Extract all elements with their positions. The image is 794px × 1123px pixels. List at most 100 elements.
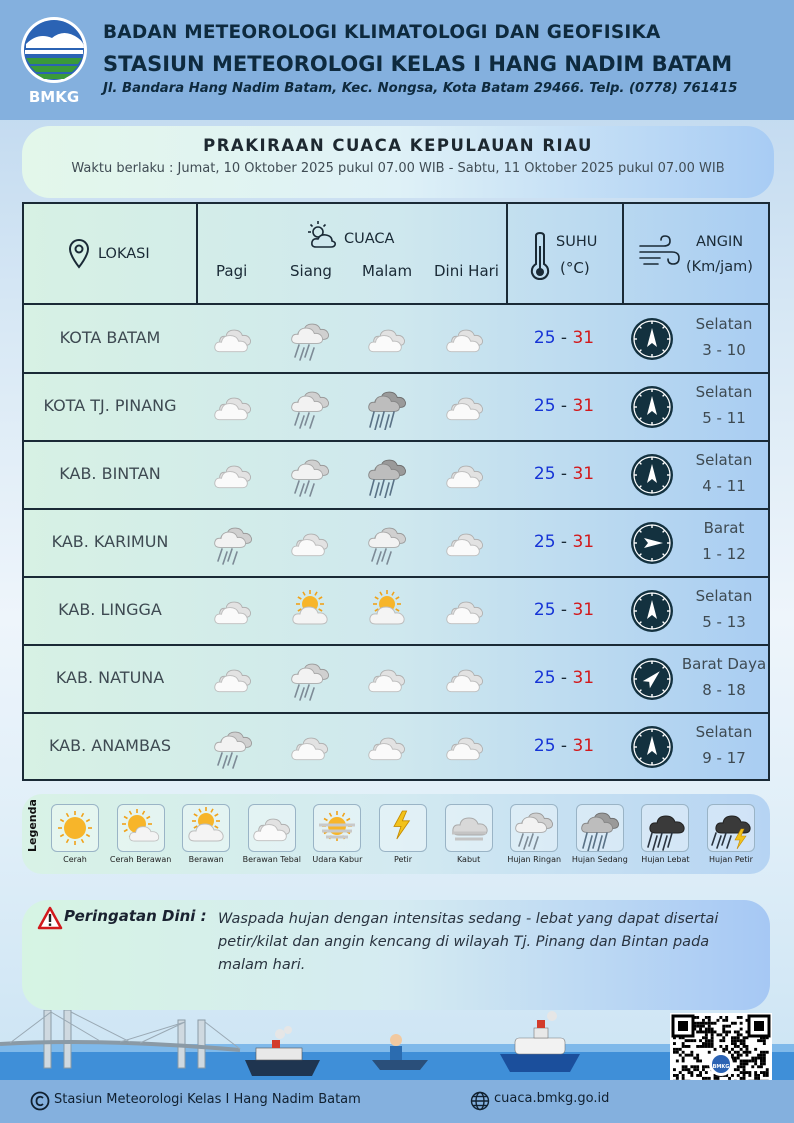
berawan-tebal-icon xyxy=(446,397,483,421)
temp-min: 25 xyxy=(533,464,556,484)
cerah-berawan-legend-icon xyxy=(116,804,165,852)
legend-label: Petir xyxy=(393,855,413,864)
angin-header: ANGIN xyxy=(696,234,744,250)
legend-label: Hujan Lebat xyxy=(641,855,690,864)
cerah-legend-icon xyxy=(51,804,99,852)
berawan-tebal-icon xyxy=(368,329,405,353)
legend-label: Cerah Berawan xyxy=(109,855,172,864)
legend-item: Petir xyxy=(370,804,436,864)
hujan-sedang-icon xyxy=(368,391,406,430)
legend-label: Hujan Ringan xyxy=(507,855,562,864)
hujan-ringan-icon xyxy=(291,459,329,497)
row-divider xyxy=(24,576,768,578)
temp-min: 25 xyxy=(533,736,556,756)
warning-label: Peringatan Dini : xyxy=(64,907,207,925)
hujan-ringan-icon xyxy=(291,391,329,429)
location-name: KOTA BATAM xyxy=(59,328,161,347)
suhu-unit: (°C) xyxy=(560,259,590,277)
globe-icon xyxy=(470,1091,490,1111)
berawan-tebal-icon xyxy=(446,601,483,625)
petir-legend-icon xyxy=(379,804,427,852)
weather-sun-cloud-icon xyxy=(308,221,336,248)
temperature-range: 25 - 31 xyxy=(533,328,595,348)
berawan-tebal-icon xyxy=(291,737,328,761)
temperature-range: 25 - 31 xyxy=(533,396,595,416)
hujan-sedang-legend-icon xyxy=(575,804,624,852)
early-warning-panel: Peringatan Dini : Waspada hujan dengan i… xyxy=(22,900,770,1010)
hujan-ringan-icon xyxy=(291,663,329,701)
agency-name: BADAN METEOROLOGI KLIMATOLOGI DAN GEOFIS… xyxy=(103,22,661,43)
harbor-scene-illustration xyxy=(0,1010,794,1080)
legend-item: Hujan Sedang xyxy=(567,804,633,864)
wind-direction: Selatan xyxy=(695,383,753,401)
forecast-table: LOKASI CUACA Pagi Siang Malam Dini Hari … xyxy=(22,202,770,781)
validity-period: Waktu berlaku : Jumat, 10 Oktober 2025 p… xyxy=(71,161,725,176)
hujan-sedang-icon xyxy=(368,459,406,498)
hujan-ringan-icon xyxy=(214,527,252,565)
row-divider xyxy=(24,508,768,510)
title-box: PRAKIRAAN CUACA KEPULAUAN RIAU Waktu ber… xyxy=(22,126,774,198)
hujan-lebat-legend-icon xyxy=(641,804,690,852)
hujan-ringan-icon xyxy=(214,731,252,769)
divider xyxy=(196,204,198,304)
temp-min: 25 xyxy=(533,328,556,348)
temp-max: 31 xyxy=(572,668,595,688)
legend-label: Hujan Sedang xyxy=(571,855,628,864)
temp-min: 25 xyxy=(533,396,556,416)
wind-speed: 5 - 11 xyxy=(702,409,746,427)
temperature-range: 25 - 31 xyxy=(533,532,595,552)
legend-item: Hujan Petir xyxy=(698,804,764,864)
legend-item: Hujan Ringan xyxy=(501,804,567,864)
berawan-tebal-icon xyxy=(446,533,483,557)
location-name: KAB. BINTAN xyxy=(59,464,161,483)
row-divider xyxy=(24,712,768,714)
wind-direction-compass-icon xyxy=(631,590,673,632)
row-divider xyxy=(24,372,768,374)
legend-item: Cerah xyxy=(42,804,108,864)
berawan-tebal-icon xyxy=(446,465,483,489)
hujan-ringan-legend-icon xyxy=(510,804,559,852)
temp-max: 31 xyxy=(572,328,595,348)
berawan-tebal-icon xyxy=(214,329,251,353)
divider xyxy=(622,204,624,304)
location-name: KOTA TJ. PINANG xyxy=(43,396,177,415)
temp-min: 25 xyxy=(533,668,556,688)
page-title: PRAKIRAAN CUACA KEPULAUAN RIAU xyxy=(203,136,593,155)
legend-label: Berawan xyxy=(188,855,224,864)
legend-title: Legenda xyxy=(26,799,39,852)
temp-max: 31 xyxy=(572,600,595,620)
temp-min: 25 xyxy=(533,532,556,552)
page-footer: Stasiun Meteorologi Kelas I Hang Nadim B… xyxy=(0,1080,794,1123)
location-pin-icon xyxy=(68,238,90,269)
legend-label: Hujan Petir xyxy=(709,855,753,864)
berawan-tebal-icon xyxy=(214,465,251,489)
legend-item: Berawan Tebal xyxy=(239,804,305,864)
berawan-tebal-icon xyxy=(214,397,251,421)
wind-speed: 9 - 17 xyxy=(702,749,746,767)
legend-label: Berawan Tebal xyxy=(242,855,301,864)
thermometer-icon xyxy=(530,232,550,280)
period-dini-hari: Dini Hari xyxy=(434,262,499,280)
berawan-icon xyxy=(292,590,328,625)
wind-direction: Barat xyxy=(703,519,745,537)
wind-speed: 8 - 18 xyxy=(702,681,746,699)
temperature-range: 25 - 31 xyxy=(533,736,595,756)
berawan-tebal-icon xyxy=(291,533,328,557)
hujan-ringan-icon xyxy=(368,527,406,565)
station-name: STASIUN METEOROLOGI KELAS I HANG NADIM B… xyxy=(103,52,733,76)
wind-direction: Selatan xyxy=(695,315,753,333)
legend-item: Udara Kabur xyxy=(304,804,370,864)
wind-direction: Selatan xyxy=(695,587,753,605)
hujan-petir-legend-icon xyxy=(707,804,755,852)
kabut-legend-icon xyxy=(444,804,493,852)
berawan-legend-icon xyxy=(182,804,231,852)
temp-max: 31 xyxy=(572,396,595,416)
wind-direction: Selatan xyxy=(695,723,753,741)
temp-max: 31 xyxy=(572,736,595,756)
warning-icon xyxy=(37,906,63,930)
footer-website-link[interactable]: cuaca.bmkg.go.id xyxy=(494,1091,610,1106)
warning-text: Waspada hujan dengan intensitas sedang -… xyxy=(218,911,719,973)
location-name: KAB. ANAMBAS xyxy=(48,736,172,755)
angin-unit: (Km/jam) xyxy=(686,259,753,275)
period-malam: Malam xyxy=(362,262,413,280)
